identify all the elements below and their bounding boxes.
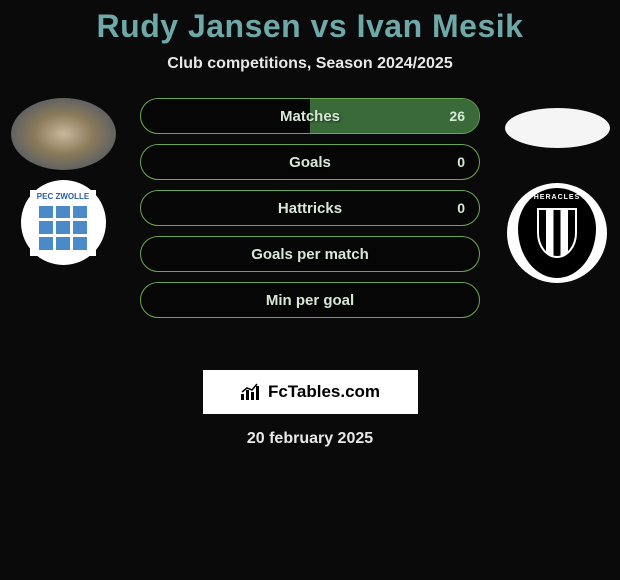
subtitle: Club competitions, Season 2024/2025	[0, 55, 620, 73]
stat-bars: Matches 26 Goals 0 Hattricks 0 Goals per…	[140, 98, 480, 328]
stat-label: Goals	[289, 154, 331, 171]
stat-label: Min per goal	[266, 292, 354, 309]
stat-value-right: 0	[457, 154, 465, 170]
comparison-area: PEC ZWOLLE HERACLES Matches 26	[0, 98, 620, 358]
stat-row-hattricks: Hattricks 0	[140, 190, 480, 226]
club-badge-left: PEC ZWOLLE	[21, 180, 106, 265]
date-line: 20 february 2025	[0, 430, 620, 448]
stat-row-goals-per-match: Goals per match	[140, 236, 480, 272]
stat-row-min-per-goal: Min per goal	[140, 282, 480, 318]
stat-label: Matches	[280, 108, 340, 125]
stat-value-right: 0	[457, 200, 465, 216]
chart-icon	[240, 383, 262, 401]
page-title: Rudy Jansen vs Ivan Mesik	[0, 0, 620, 45]
stat-row-matches: Matches 26	[140, 98, 480, 134]
stat-label: Hattricks	[278, 200, 342, 217]
player-left-column: PEC ZWOLLE	[8, 98, 118, 265]
brand-text: FcTables.com	[268, 382, 380, 402]
stat-row-goals: Goals 0	[140, 144, 480, 180]
stat-label: Goals per match	[251, 246, 369, 263]
player-right-avatar	[505, 108, 610, 148]
player-left-avatar	[11, 98, 116, 170]
stat-value-right: 26	[449, 108, 465, 124]
club-left-label: PEC ZWOLLE	[37, 192, 89, 201]
club-badge-right: HERACLES	[507, 183, 607, 283]
club-right-label: HERACLES	[534, 194, 581, 201]
brand-box: FcTables.com	[203, 370, 418, 414]
player-right-column: HERACLES	[502, 98, 612, 283]
